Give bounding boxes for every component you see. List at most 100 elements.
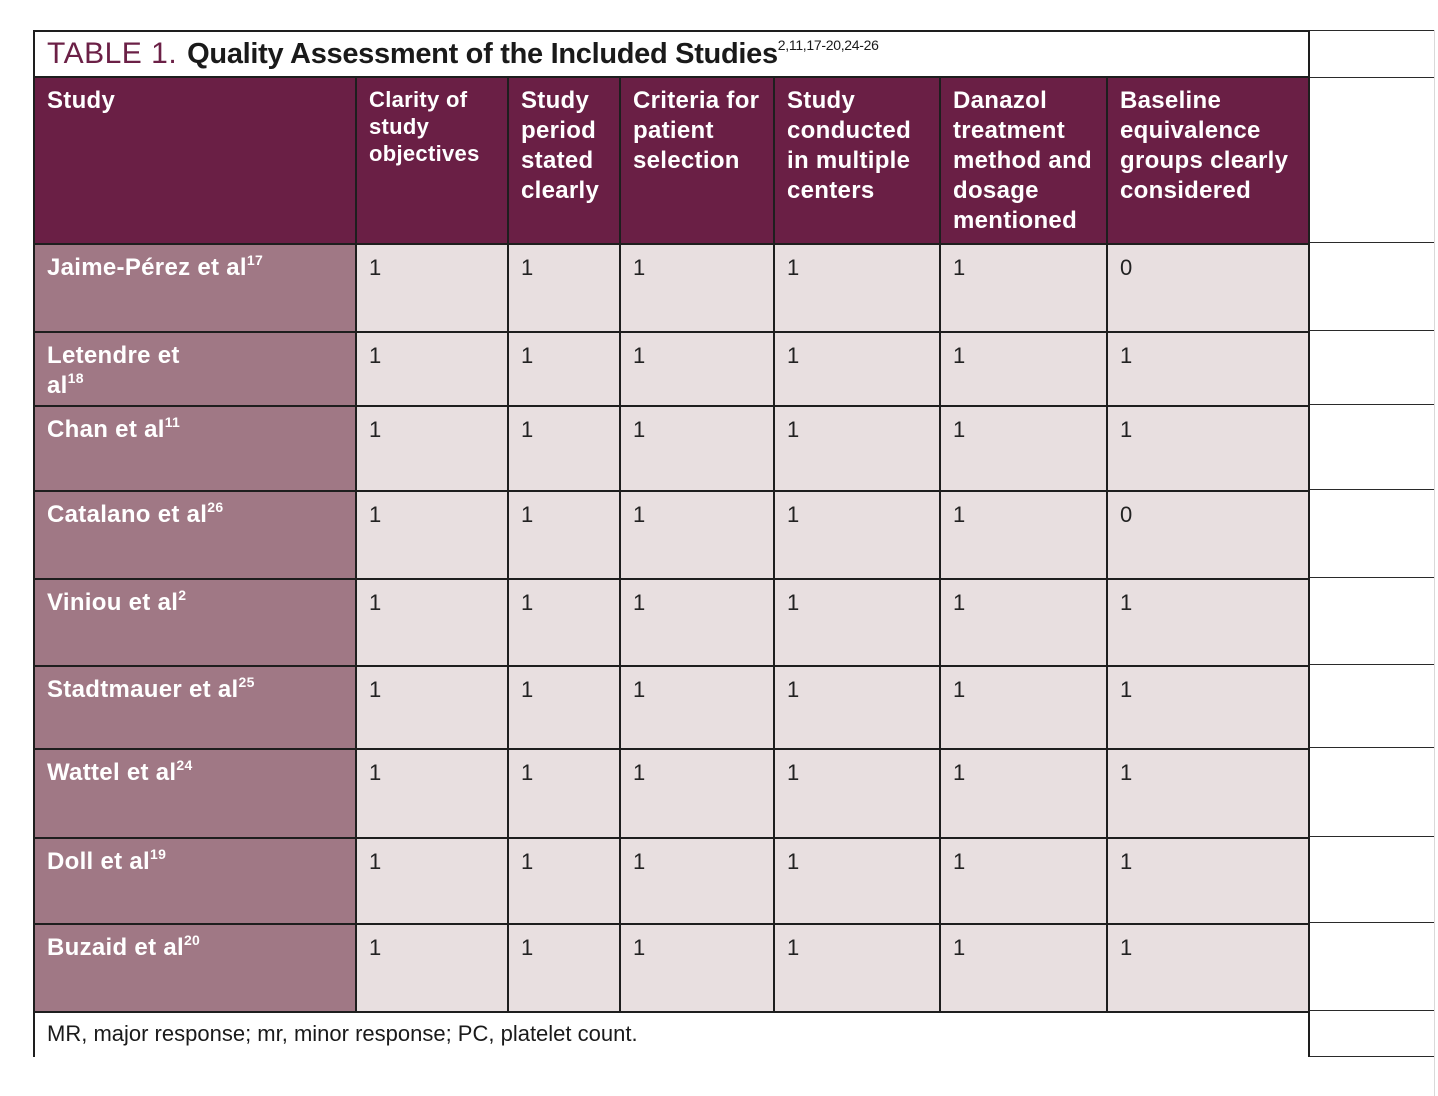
score-cell: 0 bbox=[1106, 490, 1308, 580]
score-cell: 1 bbox=[619, 923, 775, 1013]
score-cell: 1 bbox=[507, 665, 621, 750]
study-name-cell: Catalano et al26 bbox=[35, 490, 357, 580]
score-cell: 1 bbox=[507, 837, 621, 925]
study-reference: 19 bbox=[150, 846, 167, 862]
page-edge-line bbox=[1310, 1056, 1434, 1057]
score-cell: 1 bbox=[773, 490, 941, 580]
study-name-cell: Buzaid et al20 bbox=[35, 923, 357, 1013]
table-footnote: MR, major response; mr, minor response; … bbox=[35, 1011, 1308, 1058]
page-edge-line bbox=[1310, 242, 1434, 243]
score-cell: 1 bbox=[1106, 748, 1308, 839]
study-name-cell: Jaime-Pérez et al17 bbox=[35, 243, 357, 333]
score-cell: 1 bbox=[619, 748, 775, 839]
score-cell: 1 bbox=[355, 748, 509, 839]
table-row: Chan et al11 1 1 1 1 1 1 bbox=[35, 405, 1308, 492]
study-reference: 18 bbox=[67, 370, 84, 386]
score-cell: 1 bbox=[355, 837, 509, 925]
score-cell: 1 bbox=[355, 665, 509, 750]
table-title-bar: TABLE 1. Quality Assessment of the Inclu… bbox=[35, 32, 1308, 78]
table-row: Buzaid et al20 1 1 1 1 1 1 bbox=[35, 923, 1308, 1013]
score-cell: 1 bbox=[355, 405, 509, 492]
score-cell: 1 bbox=[619, 490, 775, 580]
score-cell: 1 bbox=[1106, 837, 1308, 925]
study-name: Chan et al bbox=[47, 416, 165, 443]
header-danazol-dosage: Danazol treatment method and dosage ment… bbox=[939, 78, 1108, 245]
score-cell: 1 bbox=[355, 490, 509, 580]
score-cell: 1 bbox=[507, 405, 621, 492]
page-edge-line bbox=[1310, 577, 1434, 578]
table-row: Doll et al19 1 1 1 1 1 1 bbox=[35, 837, 1308, 925]
score-cell: 1 bbox=[507, 490, 621, 580]
header-row: Study Clarity of study objectives Study … bbox=[35, 78, 1308, 245]
score-cell: 1 bbox=[773, 243, 941, 333]
table-label: TABLE 1. bbox=[47, 37, 178, 70]
study-name: Jaime-Pérez et al bbox=[47, 254, 247, 281]
score-cell: 1 bbox=[939, 331, 1108, 407]
score-cell: 1 bbox=[939, 837, 1108, 925]
page-edge-line bbox=[1310, 77, 1434, 78]
study-reference: 17 bbox=[246, 252, 264, 268]
score-cell: 1 bbox=[773, 837, 941, 925]
score-cell: 1 bbox=[1106, 665, 1308, 750]
score-cell: 1 bbox=[773, 578, 941, 667]
score-cell: 1 bbox=[619, 243, 775, 333]
table-title: Quality Assessment of the Included Studi… bbox=[187, 37, 879, 71]
table-row: Catalano et al26 1 1 1 1 1 0 bbox=[35, 490, 1308, 580]
header-baseline-equivalence: Baseline equivalence groups clearly cons… bbox=[1106, 78, 1308, 245]
study-name: Buzaid et al bbox=[47, 934, 184, 961]
study-name: Doll et al bbox=[47, 848, 151, 875]
score-cell: 1 bbox=[619, 405, 775, 492]
page-edge-line bbox=[1310, 1010, 1434, 1011]
quality-table-frame: TABLE 1. Quality Assessment of the Inclu… bbox=[33, 30, 1310, 1058]
score-cell: 1 bbox=[619, 665, 775, 750]
study-reference: 25 bbox=[238, 674, 255, 690]
study-name-cell: Viniou et al2 bbox=[35, 578, 357, 667]
score-cell: 1 bbox=[1106, 578, 1308, 667]
score-cell: 1 bbox=[939, 405, 1108, 492]
score-cell: 1 bbox=[619, 578, 775, 667]
score-cell: 1 bbox=[939, 578, 1108, 667]
score-cell: 1 bbox=[939, 490, 1108, 580]
footnote-row: MR, major response; mr, minor response; … bbox=[35, 1011, 1308, 1058]
score-cell: 1 bbox=[773, 665, 941, 750]
page-edge-line bbox=[1310, 922, 1434, 923]
score-cell: 0 bbox=[1106, 243, 1308, 333]
score-cell: 1 bbox=[507, 748, 621, 839]
score-cell: 1 bbox=[939, 748, 1108, 839]
table-title-text: Quality Assessment of the Included Studi… bbox=[187, 37, 778, 70]
score-cell: 1 bbox=[507, 923, 621, 1013]
study-reference: 2 bbox=[178, 587, 187, 603]
study-name: Viniou et al bbox=[47, 589, 179, 616]
table-body: Jaime-Pérez et al17 1 1 1 1 1 0 Letendre et al1… bbox=[35, 243, 1308, 1013]
score-cell: 1 bbox=[507, 331, 621, 407]
study-name: Stadtmauer et al bbox=[47, 676, 239, 703]
header-study: Study bbox=[35, 78, 357, 245]
score-cell: 1 bbox=[619, 331, 775, 407]
score-cell: 1 bbox=[939, 665, 1108, 750]
study-reference: 11 bbox=[164, 414, 181, 430]
page-edge-line bbox=[1310, 664, 1434, 665]
page-edge-line bbox=[1310, 836, 1434, 837]
score-cell: 1 bbox=[939, 923, 1108, 1013]
score-cell: 1 bbox=[619, 837, 775, 925]
score-cell: 1 bbox=[773, 405, 941, 492]
page-edge-line bbox=[1310, 330, 1434, 331]
score-cell: 1 bbox=[507, 243, 621, 333]
page-edge-line bbox=[1310, 747, 1434, 748]
study-name: Letendre et al bbox=[47, 342, 180, 399]
header-study-period: Study period stated clearly bbox=[507, 78, 621, 245]
study-name-cell: Wattel et al24 bbox=[35, 748, 357, 839]
study-name: Wattel et al bbox=[47, 759, 177, 786]
score-cell: 1 bbox=[355, 331, 509, 407]
score-cell: 1 bbox=[1106, 923, 1308, 1013]
quality-assessment-table: Study Clarity of study objectives Study … bbox=[35, 78, 1308, 1058]
table-row: Letendre et al18 1 1 1 1 1 1 bbox=[35, 331, 1308, 407]
table-row: Wattel et al24 1 1 1 1 1 1 bbox=[35, 748, 1308, 839]
score-cell: 1 bbox=[939, 243, 1108, 333]
table-row: Viniou et al2 1 1 1 1 1 1 bbox=[35, 578, 1308, 667]
score-cell: 1 bbox=[773, 923, 941, 1013]
study-reference: 20 bbox=[183, 932, 201, 948]
page-edge-line bbox=[1310, 489, 1434, 490]
study-name-cell: Letendre et al18 bbox=[35, 331, 357, 407]
study-name: Catalano et al bbox=[47, 501, 208, 528]
